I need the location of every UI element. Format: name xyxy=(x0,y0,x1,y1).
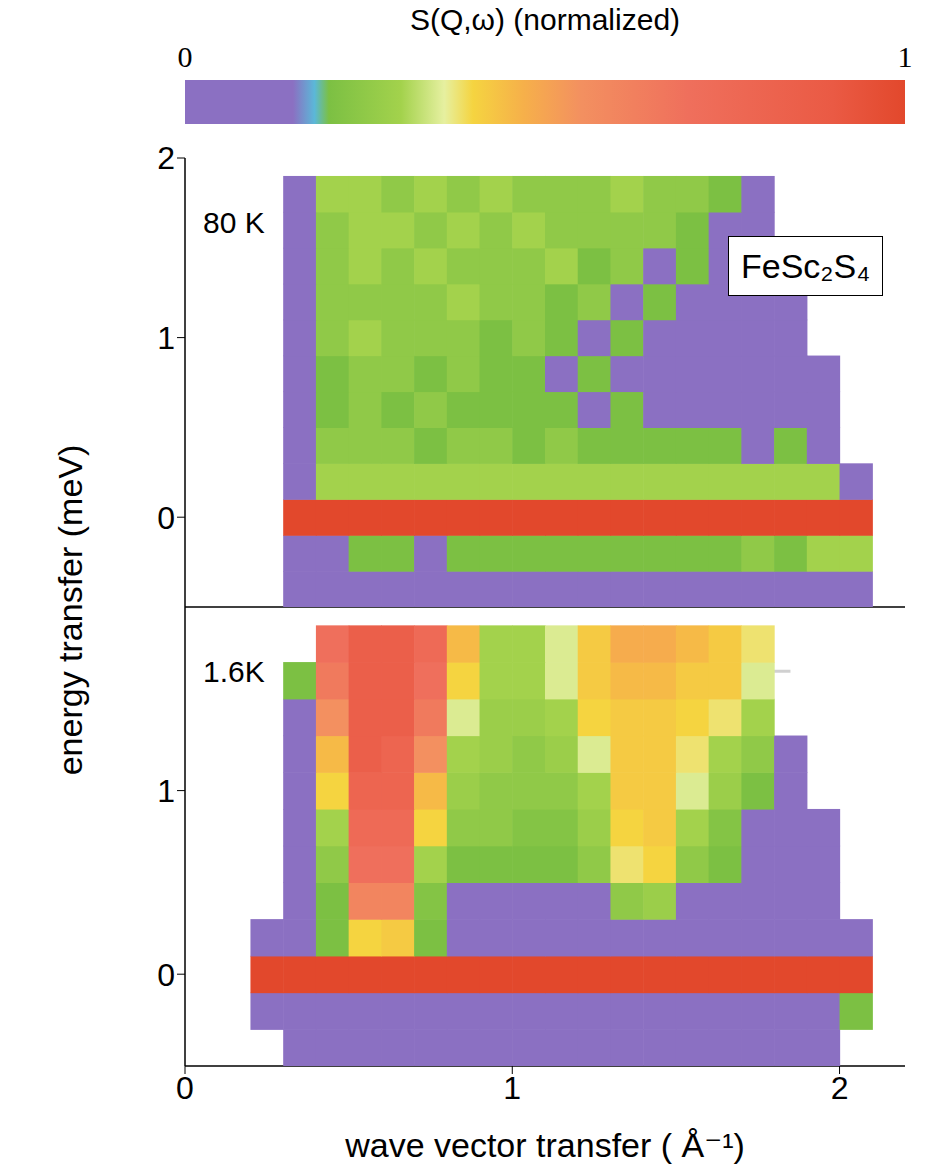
svg-text:2: 2 xyxy=(831,1070,849,1106)
svg-text:wave vector transfer ( Å⁻¹): wave vector transfer ( Å⁻¹) xyxy=(344,1126,745,1164)
svg-text:0: 0 xyxy=(176,1070,194,1106)
svg-text:0: 0 xyxy=(157,500,175,536)
svg-text:2: 2 xyxy=(157,140,175,176)
svg-text:0: 0 xyxy=(157,957,175,993)
html-text:S(Q,ω) (normalized): S(Q,ω) (normalized) xyxy=(409,3,681,36)
html-text:FeSc₂S₄: FeSc₂S₄ xyxy=(741,247,871,285)
html-text:1: 1 xyxy=(897,40,913,73)
svg-text:1: 1 xyxy=(503,1070,521,1106)
svg-text:1: 1 xyxy=(157,320,175,356)
html-text:80 K: 80 K xyxy=(203,206,265,239)
svg-text:1: 1 xyxy=(157,773,175,809)
svg-text:energy transfer (meV): energy transfer (meV) xyxy=(51,445,89,776)
html-text:0: 0 xyxy=(177,40,193,73)
html-text:1.6K: 1.6K xyxy=(203,655,265,688)
